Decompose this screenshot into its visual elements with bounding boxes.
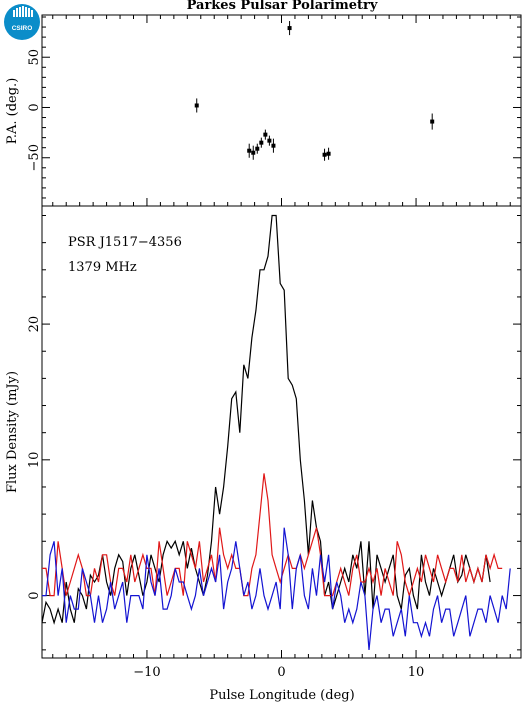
pa-data-point bbox=[247, 143, 252, 158]
pa-point-marker bbox=[326, 151, 331, 156]
x-tick-label: 0 bbox=[277, 665, 285, 680]
pa-data-point bbox=[251, 145, 256, 160]
flux-series-group bbox=[41, 214, 511, 650]
flux-y-tick-label: 0 bbox=[27, 591, 42, 599]
pa-y-axis-label: P.A. (deg.) bbox=[5, 78, 20, 145]
flux-y-axis-label: Flux Density (mJy) bbox=[5, 371, 20, 493]
stokes-i-series bbox=[41, 214, 491, 625]
chart-title: Parkes Pulsar Polarimetry bbox=[187, 0, 378, 13]
pa-data-point bbox=[430, 113, 435, 130]
csiro-logo: CSIRO bbox=[4, 4, 40, 40]
linear-polarization-series bbox=[42, 473, 503, 598]
pa-point-marker bbox=[322, 152, 327, 157]
pa-point-marker bbox=[247, 148, 252, 153]
pa-point-marker bbox=[271, 143, 276, 148]
pa-data-point bbox=[267, 135, 272, 146]
pa-point-marker bbox=[263, 132, 268, 137]
x-tick-label: 10 bbox=[408, 665, 425, 680]
pulsar-name: PSR J1517−4356 bbox=[68, 235, 182, 250]
pa-data-point bbox=[322, 148, 327, 161]
logo-text: CSIRO bbox=[12, 25, 33, 32]
pa-panel-frame bbox=[41, 14, 522, 207]
pa-point-marker bbox=[287, 26, 292, 31]
pa-data-points bbox=[194, 21, 435, 161]
pa-data-point bbox=[263, 129, 268, 140]
pa-point-marker bbox=[194, 103, 199, 108]
pa-point-marker bbox=[259, 140, 264, 145]
pa-data-point bbox=[326, 147, 331, 160]
flux-axis-ticks: 0 10 20 −10 0 10 bbox=[27, 215, 521, 680]
pa-y-tick-label: 0 bbox=[27, 103, 42, 111]
pa-data-point bbox=[287, 21, 292, 36]
pa-point-marker bbox=[430, 119, 435, 124]
pa-data-point bbox=[255, 143, 260, 154]
pa-data-point bbox=[271, 138, 276, 153]
pa-axis-ticks: −50 0 50 bbox=[27, 15, 521, 206]
x-tick-label: −10 bbox=[133, 665, 160, 680]
flux-y-tick-label: 10 bbox=[27, 452, 42, 469]
circular-polarization-series bbox=[42, 527, 511, 650]
pa-point-marker bbox=[255, 146, 260, 151]
pa-y-tick-label: 50 bbox=[27, 49, 42, 66]
pa-data-point bbox=[194, 98, 199, 113]
x-axis-label: Pulse Longitude (deg) bbox=[209, 688, 354, 703]
observing-frequency: 1379 MHz bbox=[68, 260, 137, 275]
pa-point-marker bbox=[251, 150, 256, 155]
pa-y-tick-label: −50 bbox=[27, 144, 42, 171]
flux-y-tick-label: 20 bbox=[27, 316, 42, 333]
pa-data-point bbox=[259, 137, 264, 148]
pa-point-marker bbox=[267, 138, 272, 143]
